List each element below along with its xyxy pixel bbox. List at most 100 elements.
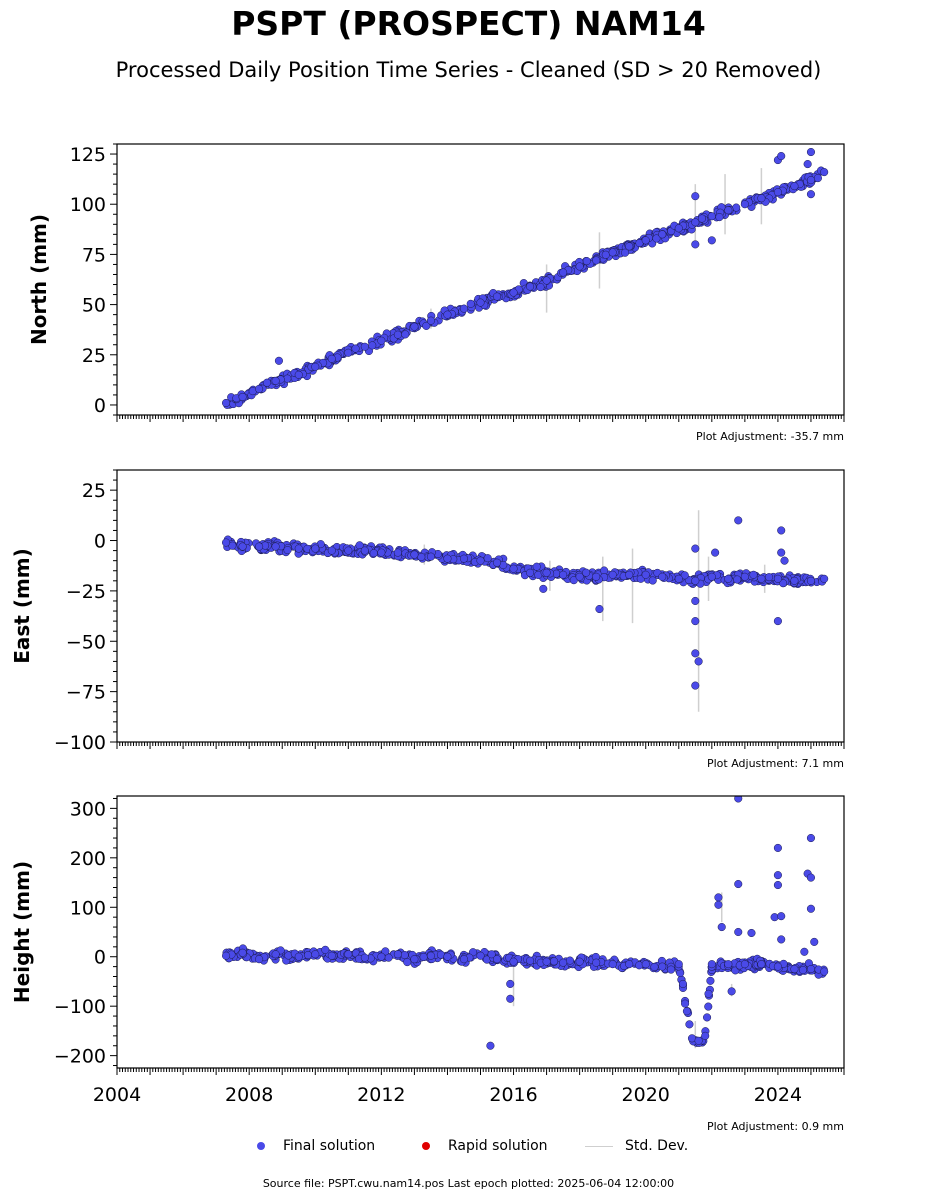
data-point	[711, 548, 720, 557]
data-point	[773, 962, 782, 971]
data-point	[360, 342, 369, 351]
plot-adjustment-label: Plot Adjustment: 7.1 mm	[707, 757, 844, 770]
data-point	[476, 556, 485, 565]
data-point-cloud	[532, 562, 541, 571]
data-point	[803, 160, 812, 169]
x-tick-label: 2020	[622, 1084, 670, 1106]
data-point-cloud	[417, 552, 426, 562]
data-point	[311, 362, 320, 371]
data-point	[747, 928, 756, 938]
data-point	[542, 276, 551, 285]
data-point-cloud	[565, 956, 575, 965]
data-point	[360, 546, 369, 555]
data-point-cloud	[536, 283, 545, 292]
data-point	[625, 570, 634, 579]
data-point	[311, 950, 320, 959]
data-point	[344, 950, 353, 959]
data-point	[790, 965, 799, 974]
data-point	[443, 554, 452, 563]
data-point	[691, 681, 700, 690]
data-point	[476, 951, 485, 960]
legend-std: Std. Dev.	[585, 1138, 688, 1154]
panel-frame	[116, 469, 845, 743]
data-point	[734, 927, 743, 937]
data-point-cloud	[648, 576, 657, 585]
data-point	[492, 292, 502, 301]
data-point-cloud	[304, 950, 313, 960]
data-point-cloud	[283, 546, 292, 555]
data-point	[459, 955, 469, 964]
plot-area-2	[222, 510, 829, 712]
data-point	[271, 376, 280, 385]
data-point	[691, 544, 700, 553]
data-point-cloud	[283, 374, 292, 383]
data-point	[327, 951, 336, 960]
data-point	[691, 218, 700, 227]
data-point-cloud	[487, 950, 496, 959]
data-point	[255, 384, 264, 393]
x-tick-label: 2024	[754, 1084, 802, 1106]
data-point	[773, 843, 782, 852]
data-point	[734, 796, 743, 803]
data-point	[773, 188, 782, 197]
data-point	[575, 572, 584, 581]
x-tick-label: 2012	[357, 1084, 405, 1106]
data-point	[393, 548, 402, 557]
data-point	[559, 570, 568, 579]
panel-1: 0 25 50 75 100 125 North (mm) Plot Adjustment: …	[27, 143, 845, 443]
data-point	[757, 194, 766, 203]
data-point	[509, 957, 518, 966]
y-tick-label: 125	[70, 144, 106, 166]
data-point	[714, 893, 723, 902]
data-point	[274, 356, 283, 365]
data-point	[486, 1041, 495, 1050]
data-point	[559, 958, 568, 967]
data-point	[360, 953, 369, 962]
data-point	[255, 542, 264, 551]
y-axis-label: East (mm)	[10, 548, 34, 664]
data-point	[694, 657, 703, 666]
y-tick-label: 25	[82, 480, 106, 502]
data-point	[426, 951, 435, 960]
data-point	[271, 542, 280, 551]
data-point	[694, 1036, 703, 1045]
page-title: PSPT (PROSPECT) NAM14	[231, 4, 706, 43]
data-point	[770, 913, 779, 922]
data-point	[344, 546, 353, 555]
legend-final-label: Final solution	[283, 1138, 376, 1154]
data-point	[222, 398, 231, 408]
data-point	[559, 268, 568, 277]
data-point	[707, 572, 716, 581]
data-point	[674, 574, 683, 583]
data-point-cloud	[381, 947, 390, 956]
y-tick-label: 0	[94, 947, 106, 969]
legend-rapid-label: Rapid solution	[448, 1138, 548, 1154]
data-point	[393, 330, 402, 339]
data-point	[777, 151, 786, 161]
data-point	[492, 558, 502, 567]
y-tick-label: −200	[54, 1046, 106, 1068]
data-point-cloud	[321, 945, 330, 954]
data-point	[294, 544, 303, 553]
y-tick-label: 300	[70, 798, 106, 820]
data-point-cloud	[601, 250, 610, 259]
y-tick-label: −50	[66, 631, 106, 653]
data-point	[674, 960, 683, 969]
legend: Final solution Rapid solution Std. Dev.	[0, 1138, 937, 1158]
y-tick-label: 100	[70, 194, 106, 216]
data-point	[773, 617, 782, 626]
y-tick-label: 25	[82, 345, 106, 367]
data-point	[506, 994, 515, 1003]
data-point	[691, 192, 700, 201]
data-point	[674, 224, 683, 233]
legend-std-label: Std. Dev.	[625, 1138, 689, 1154]
data-point-cloud	[703, 1013, 712, 1022]
data-point	[810, 937, 819, 946]
data-point	[820, 967, 829, 976]
plot-area-3	[222, 796, 829, 1050]
data-point	[410, 955, 419, 964]
legend-final: Final solution	[257, 1138, 375, 1154]
data-point	[222, 951, 231, 960]
data-point	[393, 950, 402, 959]
